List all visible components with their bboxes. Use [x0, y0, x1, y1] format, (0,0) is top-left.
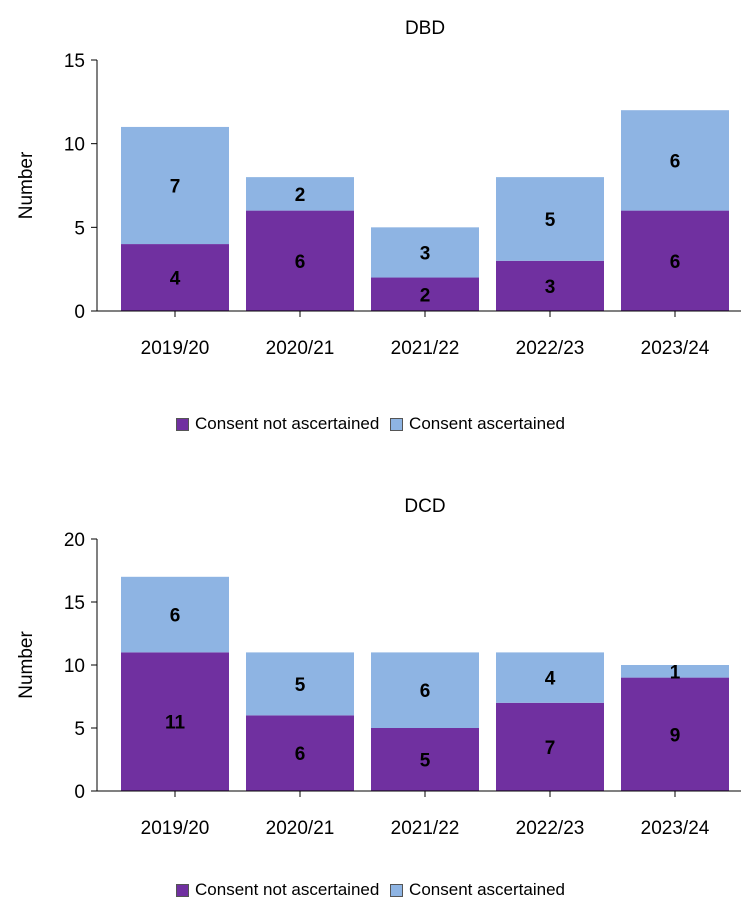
bar-not-ascertained: [246, 210, 354, 311]
x-tick-label: 2021/22: [391, 818, 460, 839]
data-label: 5: [420, 751, 431, 772]
bar-not-ascertained: [496, 260, 604, 311]
dcd-legend: Consent not ascertained Consent ascertai…: [0, 880, 741, 902]
dbd-chart: DBD Number 4 7 2019/20 6 2 2020/21 2 3 2021/22 3 5 20…: [0, 0, 741, 455]
y-tick-label: 15: [64, 593, 85, 614]
y-tick-label: 5: [74, 218, 85, 239]
bar-ascertained: [246, 652, 354, 716]
bar-ascertained: [621, 665, 729, 678]
legend-item-ascertained: Consent ascertained: [390, 880, 565, 900]
data-label: 6: [295, 744, 306, 765]
legend-swatch-ascertained: [390, 883, 404, 897]
bar-not-ascertained: [246, 715, 354, 791]
data-label: 3: [545, 277, 556, 298]
bar-ascertained: [371, 652, 479, 728]
bar-ascertained: [371, 227, 479, 278]
x-tick-label: 2023/24: [641, 818, 710, 839]
legend-item-not-ascertained: Consent not ascertained: [176, 880, 379, 900]
data-label: 1: [670, 662, 681, 683]
legend-item-ascertained: Consent ascertained: [390, 414, 565, 434]
chart-title: DCD: [404, 496, 445, 517]
bar-ascertained: [496, 652, 604, 703]
bar-not-ascertained: [621, 210, 729, 311]
bar-ascertained: [121, 126, 229, 245]
y-tick-label: 20: [64, 530, 85, 551]
data-label: 7: [545, 738, 556, 759]
data-label: 7: [170, 177, 181, 198]
y-axis-label: Number: [16, 631, 37, 699]
dcd-chart-svg: DCD Number 11 6 2019/20 6 5 2020/21 5 6 2021/22 7 4 2…: [16, 496, 741, 839]
bar-not-ascertained: [371, 277, 479, 311]
bar-not-ascertained: [621, 677, 729, 791]
x-tick-label: 2021/22: [391, 338, 460, 359]
data-label: 6: [420, 681, 431, 702]
y-tick-label: 10: [64, 135, 85, 156]
bar-not-ascertained: [371, 728, 479, 791]
data-label: 5: [545, 210, 556, 231]
data-label: 6: [295, 252, 306, 273]
legend-swatch-not-ascertained: [176, 417, 190, 431]
bar-not-ascertained: [121, 652, 229, 791]
legend-swatch-not-ascertained: [176, 883, 190, 897]
data-label: 4: [545, 669, 556, 690]
data-label: 3: [420, 243, 431, 264]
x-tick-label: 2022/23: [516, 818, 585, 839]
bar-not-ascertained: [121, 244, 229, 311]
y-tick-label: 0: [74, 302, 85, 323]
x-tick-label: 2019/20: [141, 338, 210, 359]
data-label: 5: [295, 675, 306, 696]
dbd-legend: Consent not ascertained Consent ascertai…: [0, 414, 741, 436]
data-label: 9: [670, 725, 681, 746]
legend-label-ascertained: Consent ascertained: [409, 414, 565, 433]
chart-title: DBD: [405, 18, 445, 39]
x-tick-label: 2023/24: [641, 338, 710, 359]
legend-label-not-ascertained: Consent not ascertained: [195, 414, 380, 433]
dbd-chart-svg: DBD Number 4 7 2019/20 6 2 2020/21 2 3 2021/22 3 5 20…: [16, 18, 741, 359]
data-label: 4: [170, 269, 181, 290]
x-tick-label: 2020/21: [266, 818, 335, 839]
data-label: 6: [670, 151, 681, 172]
legend-swatch-ascertained: [390, 417, 404, 431]
data-label: 2: [295, 185, 306, 206]
bar-ascertained: [246, 177, 354, 211]
data-label: 11: [165, 713, 186, 734]
data-label: 6: [670, 252, 681, 273]
bar-not-ascertained: [496, 702, 604, 791]
data-label: 2: [420, 285, 431, 306]
y-axis-label: Number: [16, 151, 37, 219]
data-label: 6: [170, 606, 181, 627]
bar-ascertained: [496, 177, 604, 261]
legend-label-ascertained: Consent ascertained: [409, 880, 565, 899]
y-tick-label: 15: [64, 51, 85, 72]
legend-label-not-ascertained: Consent not ascertained: [195, 880, 380, 899]
x-tick-label: 2020/21: [266, 338, 335, 359]
y-tick-label: 5: [74, 719, 85, 740]
dcd-chart: DCD Number 11 6 2019/20 6 5 2020/21 5 6 2021/22 7 4 2…: [0, 470, 741, 911]
x-tick-label: 2019/20: [141, 818, 210, 839]
y-tick-label: 10: [64, 656, 85, 677]
legend-item-not-ascertained: Consent not ascertained: [176, 414, 379, 434]
x-tick-label: 2022/23: [516, 338, 585, 359]
bar-ascertained: [121, 576, 229, 653]
y-tick-label: 0: [74, 782, 85, 803]
bar-ascertained: [621, 110, 729, 211]
